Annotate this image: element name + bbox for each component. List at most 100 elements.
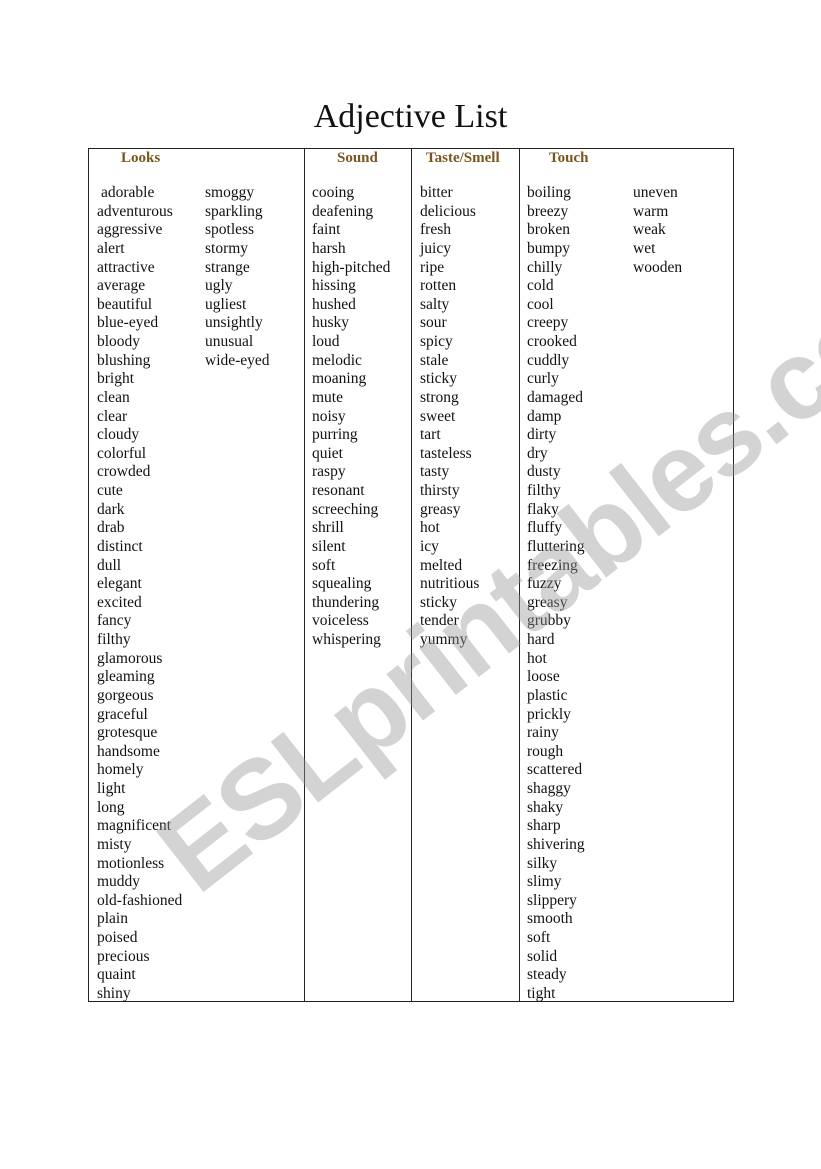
list-item: fresh — [420, 221, 451, 239]
list-item: whispering — [312, 631, 381, 648]
list-item: cuddly — [527, 351, 570, 369]
list-item: weak — [633, 221, 666, 239]
list-item: magnificent — [97, 817, 172, 835]
list-item: creepy — [527, 314, 569, 332]
list-item: colorful — [97, 444, 147, 462]
list-item: steady — [527, 966, 567, 984]
list-item: fuzzy — [527, 575, 562, 593]
list-item: wooden — [633, 258, 683, 276]
list-item: cold — [527, 277, 554, 295]
sound-list: cooing deafening faint harsh high-pitched his… — [312, 184, 390, 650]
list-item: blue-eyed — [97, 314, 159, 332]
list-item: solid — [527, 947, 558, 965]
list-item: cool — [527, 295, 554, 313]
column-divider — [519, 149, 520, 1001]
list-item: hushed — [312, 295, 356, 313]
list-item: slippery — [527, 891, 577, 909]
list-item: strange — [205, 258, 250, 276]
list-item: sweet — [420, 407, 456, 425]
list-item: greasy — [420, 500, 461, 518]
list-item: adventurous — [97, 202, 173, 220]
list-item: uneven — [633, 184, 678, 201]
list-item: tart — [420, 426, 441, 444]
header-sound: Sound — [337, 150, 378, 166]
header-looks: Looks — [121, 150, 161, 166]
list-item: aggressive — [97, 221, 163, 239]
list-item: silky — [527, 854, 558, 872]
list-item: soft — [527, 929, 551, 946]
list-item: ugly — [205, 277, 233, 295]
list-item: filthy — [527, 482, 561, 499]
list-item: misty — [97, 835, 132, 853]
list-item: moaning — [312, 370, 367, 388]
list-item: muddy — [97, 873, 141, 891]
list-item: hot — [527, 649, 547, 667]
list-item: harsh — [312, 239, 346, 257]
list-item: long — [97, 798, 125, 816]
list-item: unsightly — [205, 314, 263, 332]
list-item: grotesque — [97, 724, 158, 742]
list-item: cooing — [312, 184, 355, 201]
list-item: prickly — [527, 705, 571, 723]
list-item: curly — [527, 370, 559, 388]
list-item: motionless — [97, 854, 165, 872]
list-item: greasy — [527, 593, 568, 611]
list-item: stale — [420, 351, 449, 369]
list-item: rainy — [527, 724, 559, 742]
list-item: poised — [97, 929, 138, 946]
list-item: boiling — [527, 184, 571, 201]
list-item: gleaming — [97, 668, 155, 686]
list-item: juicy — [420, 239, 451, 257]
list-item: shiny — [97, 984, 131, 1002]
list-item: old-fashioned — [97, 891, 183, 909]
list-item: filthy — [97, 631, 131, 648]
column-divider — [411, 149, 412, 1001]
list-item: hard — [527, 631, 555, 648]
list-item: ugliest — [205, 295, 247, 313]
list-item: fluttering — [527, 537, 585, 555]
list-item: quaint — [97, 966, 136, 984]
list-item: melted — [420, 556, 463, 574]
list-item: smooth — [527, 910, 573, 928]
list-item: handsome — [97, 742, 160, 760]
list-item: cloudy — [97, 426, 140, 444]
list-item: deafening — [312, 202, 374, 220]
list-item: dirty — [527, 426, 557, 444]
list-item: warm — [633, 202, 669, 220]
list-item: smoggy — [205, 184, 255, 201]
list-item: yummy — [420, 631, 468, 648]
list-item: sparkling — [205, 202, 263, 220]
list-item: cute — [97, 482, 123, 499]
list-item: wet — [633, 239, 656, 257]
list-item: dull — [97, 556, 122, 574]
list-item: crooked — [527, 333, 577, 350]
list-item: dusty — [527, 463, 561, 481]
list-item: grubby — [527, 612, 571, 630]
list-item: elegant — [97, 575, 142, 593]
page-title: Adjective List — [313, 98, 508, 135]
list-item: light — [97, 780, 126, 797]
list-item: delicious — [420, 202, 476, 220]
list-item: gorgeous — [97, 686, 154, 704]
list-item: screeching — [312, 500, 379, 518]
list-item: graceful — [97, 705, 148, 723]
list-item: salty — [420, 295, 450, 313]
list-item: silent — [312, 537, 346, 555]
list-item: excited — [97, 593, 142, 611]
list-item: sharp — [527, 817, 561, 835]
list-item: mute — [312, 388, 343, 406]
list-item: damaged — [527, 388, 583, 406]
list-item: strong — [420, 388, 459, 406]
list-item: clear — [97, 407, 128, 425]
list-item: precious — [97, 947, 150, 965]
list-item: fancy — [97, 612, 132, 630]
touch-list-2: uneven warm weak wet wooden — [633, 184, 682, 277]
list-item: icy — [420, 537, 439, 555]
list-item: distinct — [97, 537, 143, 555]
list-item: chilly — [527, 258, 563, 276]
list-item: thundering — [312, 593, 380, 611]
list-item: freezing — [527, 556, 578, 574]
adjective-table: Looks Sound Taste/Smell Touch adorable ad… — [88, 148, 734, 1002]
list-item: loud — [312, 333, 340, 350]
list-item: purring — [312, 426, 358, 444]
